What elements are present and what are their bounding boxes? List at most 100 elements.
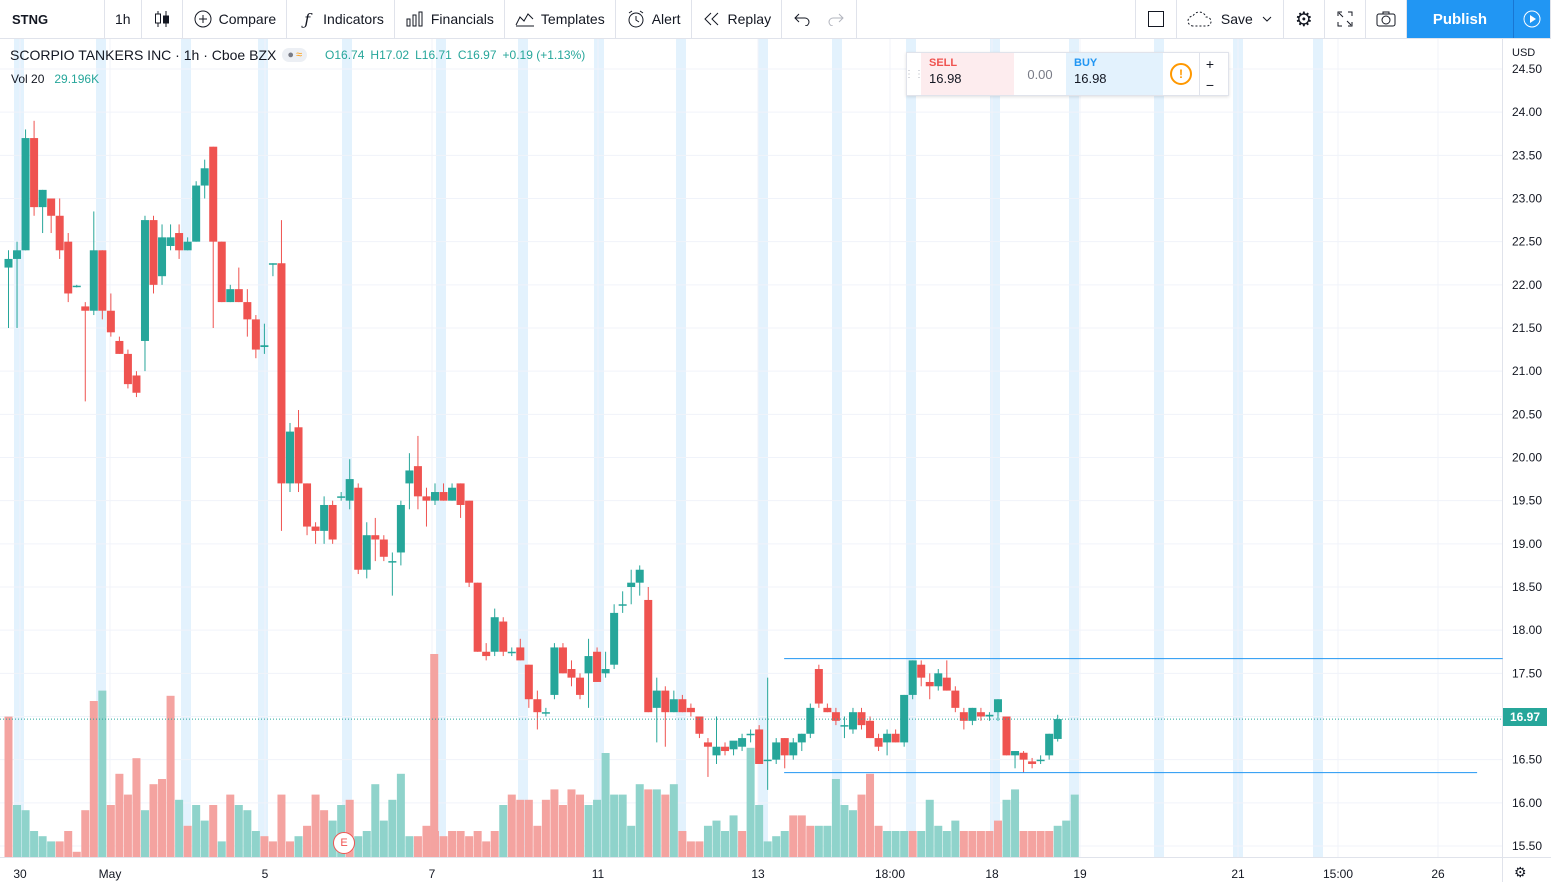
volume-bar [345, 799, 354, 857]
alert-button[interactable]: Alert [616, 0, 692, 38]
candle-body [763, 759, 772, 762]
top-toolbar: STNG 1h Compare ƒ Indicators Financials T… [0, 0, 1551, 39]
interval-button[interactable]: 1h [105, 0, 142, 38]
volume-bar [371, 784, 380, 857]
volume-bar [686, 841, 695, 857]
undo-icon[interactable] [792, 9, 812, 29]
volume-bar [422, 825, 431, 857]
plus-icon[interactable]: + [1205, 55, 1215, 72]
candle-body [13, 250, 22, 259]
compare-button[interactable]: Compare [183, 0, 288, 38]
legend-toggle[interactable]: ● ≈ [282, 48, 308, 62]
volume-bar [550, 789, 559, 857]
candle-body [925, 681, 934, 687]
candle-body [431, 492, 439, 501]
currency-label: USD [1512, 47, 1536, 59]
earnings-marker[interactable]: E [333, 832, 355, 854]
candle-body [345, 479, 354, 501]
volume-bar [593, 799, 602, 857]
session-band [832, 39, 842, 857]
settings-button[interactable]: ⚙ [1284, 0, 1325, 38]
candle-body [379, 539, 388, 557]
price-tick-label: 23.50 [1512, 148, 1542, 162]
volume-bar [482, 841, 491, 857]
volume-label: Vol 20 [11, 72, 45, 86]
volume-bar [379, 820, 388, 857]
volume-bar [405, 836, 414, 857]
indicators-label: Indicators [323, 11, 384, 27]
price-chart[interactable]: 24.50 24.00 23.50 23.00 22.50 22.00 21.50 21.00… [0, 39, 1551, 882]
replay-button[interactable]: Replay [692, 0, 783, 38]
templates-button[interactable]: Templates [505, 0, 616, 38]
candle-body [576, 677, 585, 695]
gear-icon: ⚙ [1294, 8, 1313, 31]
chart-type-button[interactable] [142, 0, 183, 38]
volume-bar [209, 805, 218, 857]
candle-body [328, 504, 337, 540]
snapshot-button[interactable] [1366, 0, 1407, 38]
volume-bar [294, 836, 303, 857]
candle-body [541, 712, 550, 714]
candle-body [337, 496, 346, 498]
candle-body [695, 716, 704, 734]
volume-bar [558, 805, 567, 857]
volume-bar [243, 810, 252, 857]
drag-handle-icon[interactable]: ⋮⋮ [904, 68, 924, 80]
volume-bar [1062, 820, 1071, 857]
redo-icon[interactable] [826, 9, 846, 29]
symbol-search[interactable]: STNG [0, 0, 105, 38]
candle-body [277, 263, 286, 484]
layout-button[interactable] [1134, 0, 1177, 38]
series-title: SCORPIO TANKERS INC · 1h · Cboe BZX [10, 47, 277, 63]
candle-body [98, 250, 107, 311]
volume-bar [1036, 831, 1045, 857]
session-band [1313, 39, 1323, 857]
candle-body [55, 215, 64, 251]
buy-button[interactable]: BUY 16.98 [1066, 53, 1163, 95]
volume-bar [1053, 825, 1062, 857]
candle-body [1036, 759, 1045, 762]
ohlc-values: O16.74 H17.02 L16.71 C16.97 +0.19 (+1.13… [325, 48, 585, 62]
volume-bar [746, 747, 755, 857]
sell-button[interactable]: SELL 16.98 [921, 53, 1014, 95]
volume-bar [951, 820, 960, 857]
time-tick-label: 21 [1231, 867, 1245, 881]
session-band [436, 39, 446, 857]
play-button[interactable] [1513, 0, 1551, 38]
minus-icon[interactable]: − [1205, 76, 1215, 93]
info-button[interactable]: ! [1163, 53, 1199, 95]
templates-label: Templates [540, 11, 605, 27]
volume-bar [354, 836, 363, 857]
candle-body [917, 664, 926, 678]
buy-sell-panel: ⋮⋮ SELL 16.98 0.00 BUY 16.98 ! + − [904, 52, 1229, 96]
candle-body [149, 220, 158, 285]
financials-button[interactable]: Financials [395, 0, 505, 38]
save-button[interactable]: Save [1177, 0, 1284, 38]
replay-label: Replay [727, 11, 772, 27]
candle-body [311, 526, 320, 531]
volume-bar [337, 805, 346, 857]
fullscreen-button[interactable] [1325, 0, 1366, 38]
volume-bar [900, 831, 909, 857]
candle-body [303, 483, 312, 527]
axis-settings-icon[interactable]: ⚙ [1514, 864, 1527, 880]
indicators-button[interactable]: ƒ Indicators [287, 0, 395, 38]
chevron-down-icon [1261, 9, 1273, 29]
volume-bar [260, 836, 269, 857]
candle-body [81, 306, 90, 311]
candle-body [959, 712, 968, 721]
volume-bar [1019, 831, 1028, 857]
publish-button[interactable]: Publish [1406, 0, 1513, 38]
camera-icon [1376, 9, 1396, 29]
candle-body [260, 345, 269, 347]
candle-body [72, 285, 81, 288]
time-tick-label: 13 [751, 867, 765, 881]
price-tick-label: 18.50 [1512, 580, 1542, 594]
candle-body [123, 353, 132, 385]
chart-legend: SCORPIO TANKERS INC · 1h · Cboe BZX ● ≈ O… [10, 47, 585, 63]
candle-body [388, 561, 397, 563]
session-band [258, 39, 268, 857]
volume-bar [234, 805, 243, 857]
volume-bar [285, 841, 294, 857]
candle-body [499, 621, 508, 652]
